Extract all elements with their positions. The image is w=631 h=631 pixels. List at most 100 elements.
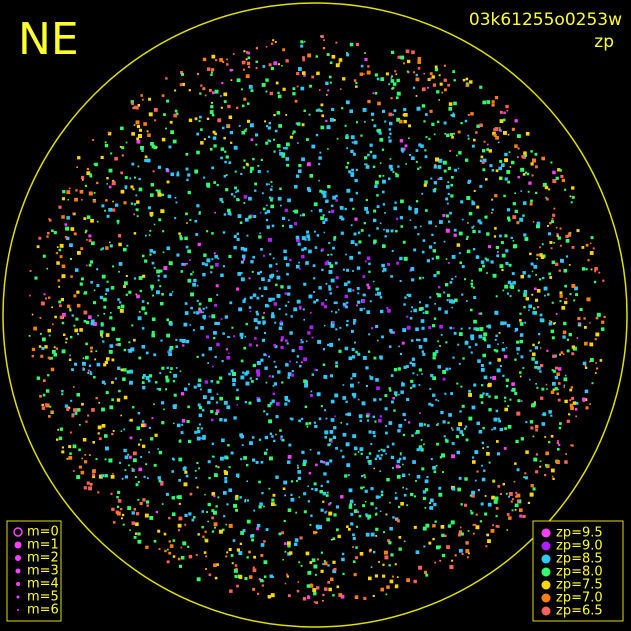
star	[243, 247, 248, 252]
star	[534, 346, 538, 350]
star	[168, 261, 173, 266]
star	[246, 556, 249, 559]
star	[348, 488, 353, 493]
star	[301, 255, 305, 259]
star	[59, 243, 64, 248]
star	[351, 168, 354, 172]
star	[396, 576, 399, 578]
star	[557, 448, 560, 451]
star	[447, 192, 450, 195]
star	[149, 229, 152, 232]
star	[365, 513, 368, 516]
star	[506, 292, 509, 295]
star	[519, 217, 524, 222]
star	[193, 278, 197, 283]
star	[330, 323, 335, 328]
star	[504, 396, 507, 399]
star	[520, 355, 524, 359]
star	[391, 575, 394, 578]
star	[558, 269, 561, 272]
star	[441, 453, 445, 458]
star	[297, 581, 300, 583]
star	[70, 227, 75, 231]
star	[382, 109, 386, 113]
star	[169, 345, 174, 350]
star	[265, 90, 268, 93]
star	[116, 219, 120, 223]
star	[200, 437, 203, 440]
star	[359, 552, 364, 556]
star	[556, 372, 560, 376]
star	[450, 183, 454, 187]
star	[160, 209, 165, 214]
star	[332, 246, 335, 250]
star	[50, 367, 55, 372]
star	[560, 258, 564, 263]
magnitude-label: m=1	[27, 538, 59, 553]
star	[462, 357, 465, 360]
star	[419, 422, 423, 427]
star	[458, 422, 463, 427]
star	[76, 166, 78, 168]
star	[373, 550, 376, 554]
star	[425, 113, 428, 116]
star	[387, 539, 391, 543]
star	[362, 504, 365, 508]
star	[458, 530, 462, 534]
star	[264, 366, 268, 370]
star	[278, 124, 282, 128]
star	[438, 99, 440, 101]
star	[551, 475, 554, 478]
star	[290, 417, 294, 421]
star	[551, 369, 554, 372]
star	[70, 275, 73, 278]
star	[83, 291, 88, 295]
star	[142, 374, 146, 377]
star	[256, 344, 259, 347]
star	[120, 126, 124, 131]
star	[322, 599, 324, 602]
star	[268, 375, 271, 378]
star	[510, 236, 513, 239]
star	[365, 198, 368, 202]
star	[180, 431, 184, 434]
star	[356, 121, 359, 124]
star	[253, 318, 258, 323]
star	[133, 338, 136, 342]
star	[177, 529, 180, 532]
star	[64, 404, 69, 408]
star	[554, 322, 557, 324]
star	[432, 376, 436, 381]
star	[428, 245, 433, 249]
star	[415, 430, 420, 434]
star	[401, 150, 404, 153]
star	[265, 78, 269, 82]
star	[364, 52, 366, 54]
star	[471, 226, 474, 229]
star	[374, 574, 378, 578]
star	[74, 268, 79, 272]
star	[239, 542, 242, 545]
star	[466, 82, 469, 85]
star	[282, 216, 286, 220]
star	[379, 510, 382, 512]
star	[59, 304, 62, 308]
star	[202, 87, 206, 91]
star	[39, 333, 42, 335]
star	[400, 390, 404, 394]
star	[514, 192, 516, 194]
star	[321, 302, 325, 306]
star	[565, 234, 569, 238]
star	[570, 444, 572, 447]
star	[373, 467, 375, 470]
star	[151, 288, 154, 291]
star	[178, 457, 183, 462]
star	[278, 308, 281, 311]
star	[411, 362, 416, 367]
star	[595, 332, 600, 337]
star	[331, 55, 336, 59]
star	[97, 491, 100, 494]
star	[362, 275, 366, 278]
star	[257, 592, 260, 595]
star	[125, 293, 128, 296]
